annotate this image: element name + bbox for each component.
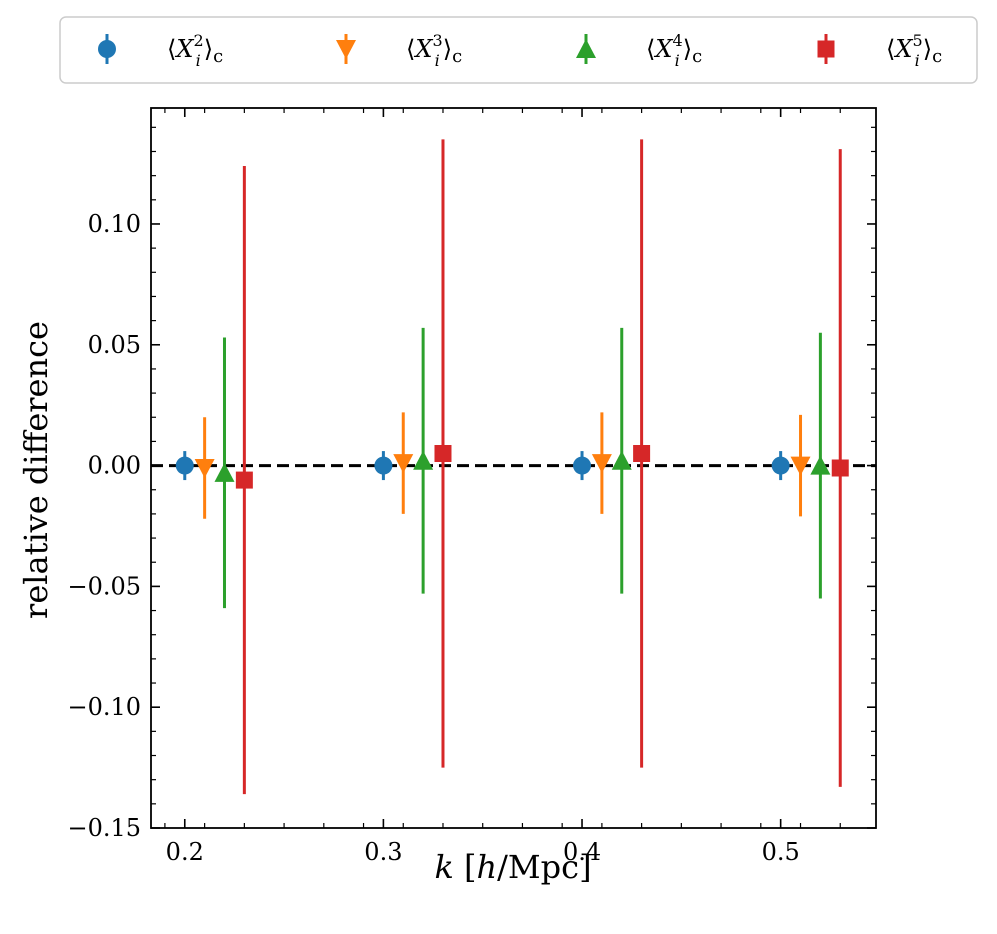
data-point: [611, 450, 632, 470]
legend-marker: [98, 40, 116, 58]
x-axis-label-var: k: [434, 848, 453, 886]
data-point: [235, 471, 253, 489]
data-point: [175, 456, 194, 475]
legend-label: ⟨X3 i ⟩c: [406, 31, 462, 70]
series-2: [175, 451, 790, 481]
data-point: [591, 454, 612, 474]
y-tick-label: −0.15: [67, 814, 141, 842]
plot-area: 0.2 0.3 0.4 0.5 −0.15 −0.10 −0.05 0.00 0.05 0.10: [67, 107, 877, 866]
x-tick-label: 0.2: [166, 838, 204, 866]
data-point: [771, 456, 790, 475]
x-tick-label: 0.4: [563, 838, 601, 866]
y-tick-label: −0.10: [67, 693, 141, 721]
data-point: [831, 459, 849, 477]
legend-item-3: ⟨X3 i ⟩c: [336, 31, 462, 70]
legend-frame: [59, 16, 978, 84]
y-tick-label: 0.05: [88, 331, 141, 359]
axes-frame: [150, 107, 877, 829]
y-tick-label: 0.10: [88, 210, 141, 238]
data-point: [393, 454, 414, 474]
x-tick-label: 0.3: [364, 838, 402, 866]
x-axis-label: k [h/Mpc]: [434, 848, 591, 886]
legend-item-2: ⟨X2 i ⟩c: [98, 31, 223, 70]
data-point: [573, 456, 592, 475]
data-point: [214, 462, 235, 482]
data-point: [194, 459, 215, 478]
legend-item-4: ⟨X4 i ⟩c: [576, 31, 702, 70]
data-point: [810, 455, 831, 475]
series-4: [214, 327, 831, 609]
y-tick-label: 0.00: [88, 452, 141, 480]
y-axis-label: relative difference: [17, 321, 55, 619]
legend-marker: [576, 39, 596, 58]
x-axis-label-h: h: [477, 848, 498, 886]
legend-marker: [336, 40, 356, 59]
legend-label: ⟨X5 i ⟩c: [886, 31, 942, 70]
series-5: [235, 139, 849, 795]
data-point: [413, 450, 434, 470]
x-axis-label-unit: /Mpc]: [497, 848, 591, 886]
legend-label: ⟨X4 i ⟩c: [646, 31, 702, 70]
data-point: [374, 456, 393, 475]
legend: ⟨X2 i ⟩c ⟨X3 i ⟩c ⟨X4 i ⟩c ⟨X5 i ⟩c: [59, 16, 978, 84]
data-point: [790, 456, 811, 476]
x-axis-label-open: [: [454, 848, 477, 886]
legend-marker: [817, 40, 835, 58]
legend-label: ⟨X2 i ⟩c: [167, 31, 223, 70]
series-3: [194, 412, 811, 519]
legend-item-5: ⟨X5 i ⟩c: [817, 31, 942, 70]
data-point: [434, 445, 452, 463]
x-tick-label: 0.5: [762, 838, 800, 866]
data-point: [633, 445, 651, 463]
y-tick-label: −0.05: [67, 572, 141, 600]
